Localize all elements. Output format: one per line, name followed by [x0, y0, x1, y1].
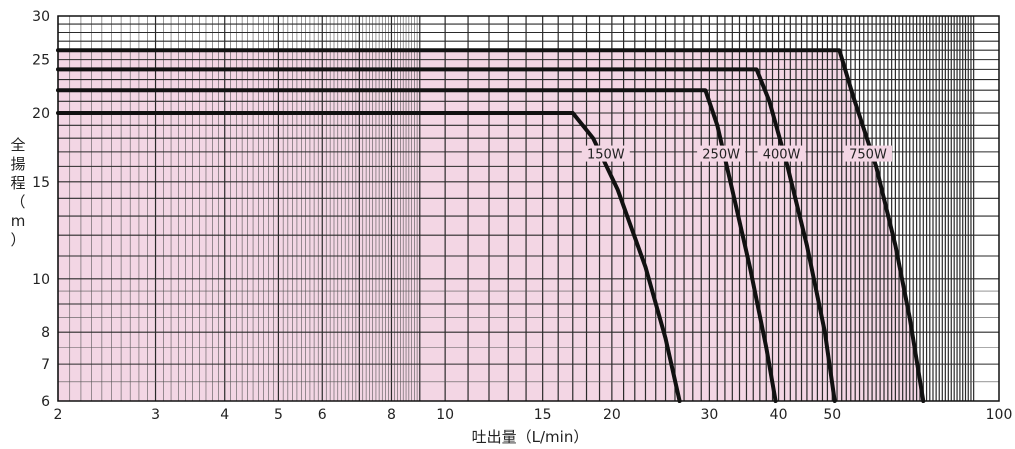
- x-tick-label: 30: [700, 407, 718, 423]
- x-tick-label: 4: [220, 407, 229, 423]
- x-axis-title: 吐出量（L/min）: [472, 428, 589, 446]
- y-axis-title-char: 揚: [10, 155, 25, 173]
- curve-150W: [56, 111, 682, 403]
- y-tick-label: 15: [32, 175, 50, 191]
- series-label-bg: [757, 145, 806, 162]
- grid: [57, 15, 1000, 402]
- series-label-bg: [581, 145, 630, 162]
- curve-250W: [56, 88, 778, 403]
- x-tick-label: 40: [770, 407, 788, 423]
- x-tick-label: 5: [274, 407, 283, 423]
- x-axis-ticks: 2 3 4 5 6 8 10 15 20 30 40 50 100: [54, 407, 1013, 423]
- curve-750W: [56, 48, 926, 403]
- x-tick-label: 100: [986, 407, 1013, 423]
- x-tick-label: 8: [387, 407, 396, 423]
- x-tick-label: 15: [534, 407, 552, 423]
- y-axis-ticks: 6 7 8 10 15 20 25 30: [32, 9, 50, 410]
- y-tick-label: 8: [41, 325, 50, 341]
- y-tick-label: 6: [41, 394, 50, 410]
- operating-region-fill: [58, 50, 924, 401]
- series-label-bg: [843, 145, 892, 162]
- fill-area: [58, 50, 924, 401]
- series-labels: 150W 250W 400W 750W: [581, 145, 892, 163]
- x-tick-label: 2: [54, 407, 63, 423]
- curve-400W: [56, 67, 837, 403]
- x-tick-label: 6: [318, 407, 327, 423]
- y-tick-label: 20: [32, 106, 50, 122]
- y-axis-title-char: 全: [10, 136, 25, 154]
- y-axis-title-char: 程: [10, 174, 25, 192]
- series-label-250W: 250W: [702, 148, 740, 163]
- series-label-150W: 150W: [587, 148, 625, 163]
- y-axis-title-char: m: [11, 212, 26, 230]
- series-label-bg: [697, 145, 746, 162]
- y-tick-label: 30: [32, 9, 50, 25]
- pump-curves: [56, 48, 926, 403]
- y-axis-title-char: ）: [10, 231, 25, 249]
- y-tick-label: 10: [32, 272, 50, 288]
- y-tick-label: 7: [41, 357, 50, 373]
- plot-frame: [57, 15, 1000, 402]
- x-tick-label: 3: [151, 407, 160, 423]
- series-label-750W: 750W: [849, 148, 887, 163]
- series-label-400W: 400W: [763, 148, 801, 163]
- x-tick-label: 20: [603, 407, 621, 423]
- y-tick-label: 25: [32, 53, 50, 69]
- x-tick-label: 10: [436, 407, 454, 423]
- x-tick-label: 50: [823, 407, 841, 423]
- y-axis-title: 全揚程（m）: [10, 136, 25, 249]
- y-axis-title-char: （: [10, 193, 25, 211]
